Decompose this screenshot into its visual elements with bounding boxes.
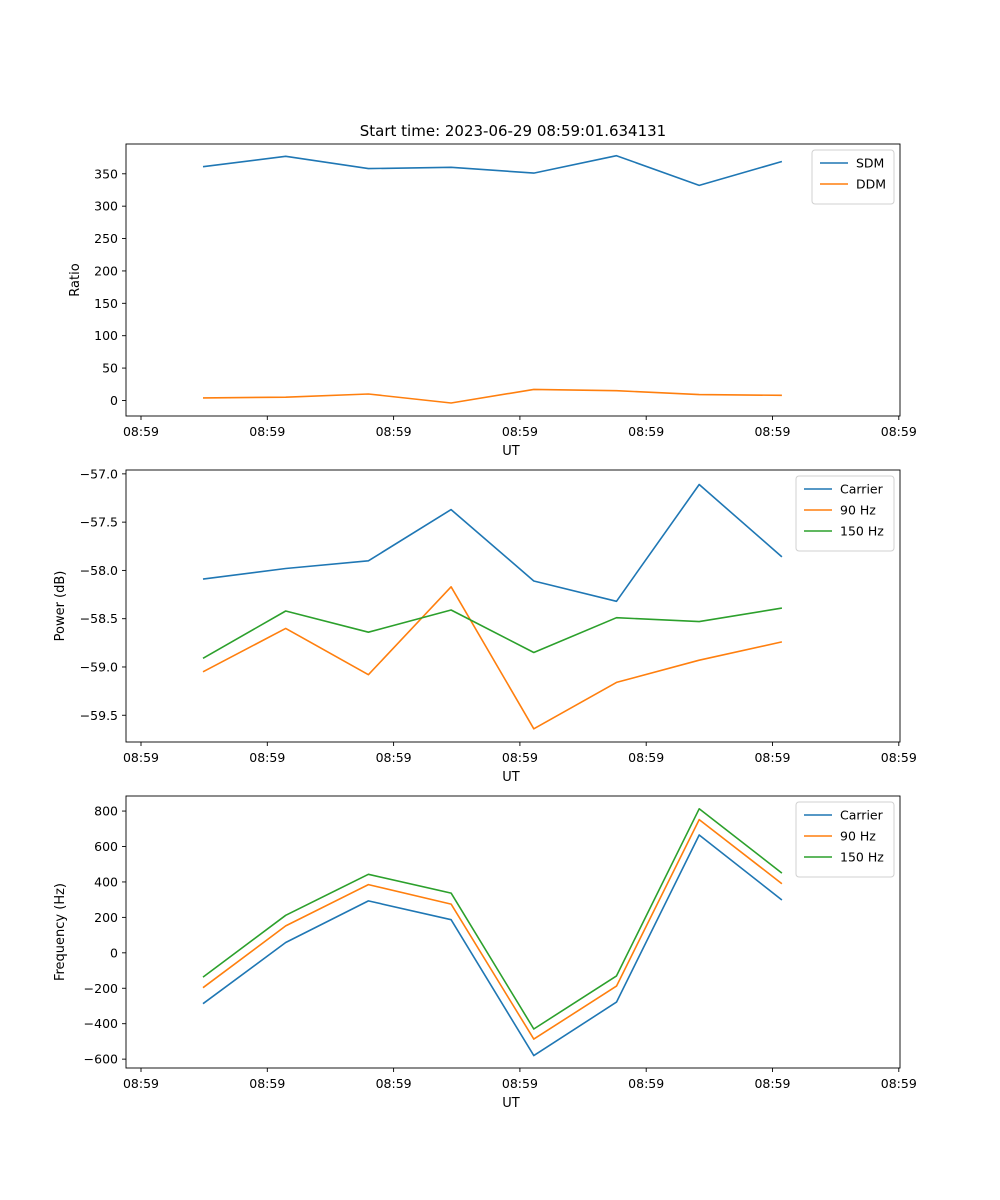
x-tick-label: 08:59 — [881, 750, 917, 765]
x-tick-label: 08:59 — [881, 424, 917, 439]
x-tick-label: 08:59 — [249, 424, 285, 439]
plots-container: 08:5908:5908:5908:5908:5908:5908:5909:00… — [53, 143, 917, 1111]
y-tick-label: 200 — [94, 910, 118, 925]
axes-frame — [125, 143, 901, 417]
x-tick-label: 08:59 — [502, 1076, 538, 1091]
series-line-150-hz — [202, 807, 783, 1030]
y-tick-label: 100 — [94, 328, 118, 343]
y-tick-label: 50 — [102, 361, 118, 376]
x-axis-label: UT — [502, 444, 520, 459]
x-tick-label: 08:59 — [628, 750, 664, 765]
x-tick-label: 08:59 — [754, 424, 790, 439]
axes-frame — [125, 795, 901, 1069]
y-tick-label: 0 — [110, 393, 118, 408]
x-tick-label: 08:59 — [249, 750, 285, 765]
y-tick-label: −600 — [84, 1052, 118, 1067]
x-tick-label: 08:59 — [881, 1076, 917, 1091]
series-line-sdm — [202, 154, 783, 187]
x-axis-label: UT — [502, 770, 520, 785]
legend-label: 90 Hz — [840, 503, 876, 518]
x-tick-label: 08:59 — [123, 424, 159, 439]
legend-label: DDM — [856, 177, 886, 192]
axes-frame — [125, 469, 901, 743]
y-axis-label: Ratio — [68, 263, 83, 296]
y-axis-label: Power (dB) — [53, 571, 68, 642]
y-tick-label: −59.0 — [80, 659, 118, 674]
legend-box — [795, 801, 895, 878]
legend: Carrier 90 Hz 150 Hz — [795, 475, 895, 552]
y-tick-label: −58.0 — [80, 563, 118, 578]
x-axis-label: UT — [502, 1096, 520, 1111]
x-tick-label: 08:59 — [123, 1076, 159, 1091]
series-line-90-hz — [202, 585, 783, 730]
x-tick-label: 08:59 — [376, 424, 412, 439]
x-tick-label: 08:59 — [754, 750, 790, 765]
series-line-150-hz — [202, 607, 783, 659]
legend: Carrier 90 Hz 150 Hz — [795, 801, 895, 878]
subplot-1: 08:5908:5908:5908:5908:5908:5908:5909:00… — [68, 143, 917, 459]
legend-label: Carrier — [840, 808, 884, 823]
series-line-90-hz — [202, 818, 783, 1040]
y-tick-label: −200 — [84, 981, 118, 996]
x-tick-label: 08:59 — [628, 1076, 664, 1091]
legend-label: 90 Hz — [840, 829, 876, 844]
legend-label: Carrier — [840, 482, 884, 497]
x-tick-label: 08:59 — [123, 750, 159, 765]
y-tick-label: 800 — [94, 804, 118, 819]
legend-label: 150 Hz — [840, 850, 884, 865]
x-tick-label: 08:59 — [376, 750, 412, 765]
y-tick-label: −57.0 — [80, 466, 118, 481]
y-tick-label: −58.5 — [80, 611, 118, 626]
y-tick-label: −59.5 — [80, 708, 118, 723]
y-tick-label: 350 — [94, 166, 118, 181]
y-tick-label: 200 — [94, 263, 118, 278]
legend-label: 150 Hz — [840, 524, 884, 539]
legend-label: SDM — [856, 156, 884, 171]
x-tick-label: 08:59 — [376, 1076, 412, 1091]
y-tick-label: −57.5 — [80, 515, 118, 530]
x-tick-label: 08:59 — [754, 1076, 790, 1091]
subplot-3: 08:5908:5908:5908:5908:5908:5908:5909:00… — [53, 795, 917, 1111]
legend: SDM DDM — [811, 149, 895, 205]
y-tick-label: −400 — [84, 1016, 118, 1031]
x-tick-label: 08:59 — [249, 1076, 285, 1091]
y-tick-label: 600 — [94, 839, 118, 854]
y-tick-label: 250 — [94, 231, 118, 246]
subplot-2: 08:5908:5908:5908:5908:5908:5908:5909:00… — [53, 466, 917, 785]
x-tick-label: 08:59 — [502, 750, 538, 765]
y-tick-label: 0 — [110, 945, 118, 960]
legend-box — [795, 475, 895, 552]
series-line-ddm — [202, 388, 782, 404]
series-line-carrier — [202, 483, 783, 603]
y-axis-label: Frequency (Hz) — [53, 883, 68, 981]
y-tick-label: 300 — [94, 199, 118, 214]
x-tick-label: 08:59 — [502, 424, 538, 439]
y-tick-label: 400 — [94, 874, 118, 889]
y-tick-label: 150 — [94, 296, 118, 311]
x-tick-label: 08:59 — [628, 424, 664, 439]
series-line-carrier — [202, 834, 783, 1057]
figure-title: Start time: 2023-06-29 08:59:01.634131 — [360, 122, 666, 140]
